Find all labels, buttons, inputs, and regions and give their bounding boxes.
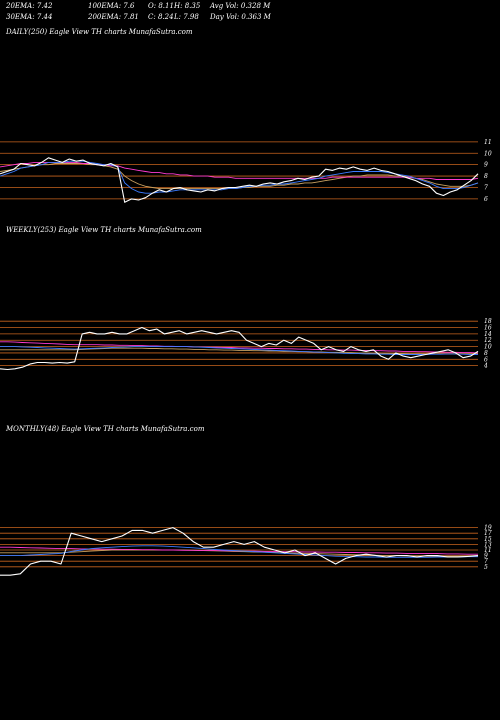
monthly-y-tick-label: 9 — [484, 553, 488, 560]
weekly-panel-label: WEEKLY(253) Eagle View TH charts MunafaS… — [6, 226, 202, 234]
weekly-y-tick-label: 18 — [484, 318, 492, 325]
daily-price-line — [0, 157, 479, 203]
weekly-y-tick-label: 6 — [484, 356, 488, 363]
weekly-y-tick-label: 10 — [484, 344, 492, 351]
ema100-label: 100EMA: 7.6 — [88, 2, 135, 10]
ema200-label: 200EMA: 7.81 — [88, 13, 139, 21]
monthly-y-tick-label: 11 — [484, 547, 492, 554]
low-label: L: 7.98 — [174, 13, 199, 21]
monthly-panel-label: MONTHLY(48) Eagle View TH charts MunafaS… — [6, 425, 205, 433]
monthly-price-line — [0, 527, 479, 576]
weekly-y-tick-label: 4 — [483, 363, 488, 370]
high-label: H: 8.35 — [174, 2, 201, 10]
weekly-y-tick-label: 14 — [484, 331, 492, 338]
daily-y-tick-label: 11 — [484, 139, 492, 146]
open-label: O: 8.11 — [148, 2, 174, 10]
weekly-ema-line-2 — [0, 341, 479, 354]
daily-y-tick-label: 7 — [484, 184, 488, 191]
monthly-y-tick-label: 5 — [484, 564, 488, 571]
close-label: C: 8.24 — [148, 13, 174, 21]
ema20-label: 20EMA: 7.42 — [6, 2, 53, 10]
monthly-y-tick-label: 15 — [484, 536, 492, 543]
monthly-y-tick-label: 13 — [484, 541, 492, 548]
daily-y-tick-label: 6 — [484, 196, 488, 203]
monthly-y-tick-label: 17 — [484, 530, 492, 537]
daily-y-tick-label: 10 — [484, 150, 492, 157]
monthly-y-tick-label: 7 — [484, 558, 488, 565]
daily-y-tick-label: 9 — [484, 162, 488, 169]
monthly-y-tick-label: 19 — [484, 525, 492, 532]
dayvol-label: Day Vol: 0.363 M — [210, 13, 271, 21]
ema30-label: 30EMA: 7.44 — [6, 13, 53, 21]
avgvol-label: Avg Vol: 0.328 M — [210, 2, 271, 10]
weekly-price-line — [0, 326, 479, 371]
daily-panel-label: DAILY(250) Eagle View TH charts MunafaSu… — [6, 28, 193, 36]
weekly-y-tick-label: 16 — [484, 325, 492, 332]
weekly-y-tick-label: 12 — [484, 337, 492, 344]
weekly-y-tick-label: 8 — [484, 350, 488, 357]
monthly-ema-line-1 — [0, 545, 478, 558]
daily-ema-line-2 — [0, 161, 479, 180]
daily-y-tick-label: 8 — [484, 173, 488, 180]
